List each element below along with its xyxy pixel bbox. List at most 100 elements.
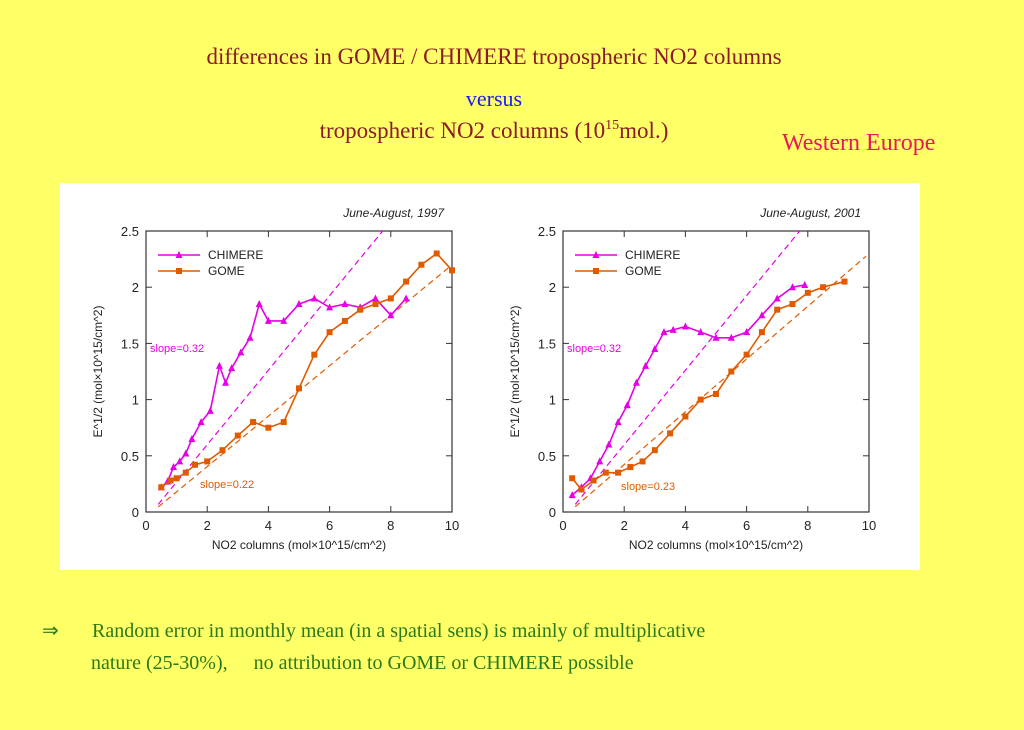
series-line-chimere — [571, 284, 805, 496]
title-line3-exponent: 15 — [605, 118, 620, 133]
data-point-chimere — [605, 440, 613, 448]
data-point-gome — [403, 278, 410, 285]
chart-title: June-August, 1997 — [342, 206, 445, 220]
title-line3-suffix: mol.) — [619, 118, 669, 143]
data-point-gome — [387, 295, 394, 302]
legend-label-chimere: CHIMERE — [208, 248, 263, 262]
note-line1-row: ⇒ Random error in monthly mean (in a spat… — [42, 615, 705, 647]
data-point-gome — [590, 477, 597, 484]
data-point-chimere — [727, 333, 735, 341]
x-axis-label: NO2 columns (mol×10^15/cm^2) — [212, 538, 386, 552]
data-point-chimere — [176, 457, 184, 465]
data-point-gome — [841, 278, 848, 285]
data-point-gome — [372, 301, 379, 308]
data-point-chimere — [697, 328, 705, 336]
title-line3-prefix: tropospheric NO2 columns (10 — [319, 118, 606, 143]
chart-2 — [562, 230, 870, 513]
data-point-chimere — [170, 463, 178, 471]
data-point-gome — [697, 396, 704, 403]
x-tick-label: 10 — [862, 518, 876, 533]
data-point-gome — [667, 430, 674, 437]
data-point-chimere — [568, 491, 576, 499]
data-point-chimere — [801, 280, 809, 288]
y-axis-label: E^1/2 (mol×10^15/cm^2) — [91, 306, 105, 438]
data-point-chimere — [387, 311, 395, 319]
data-point-chimere — [372, 294, 379, 302]
data-point-gome — [713, 390, 719, 397]
plot-frame — [562, 230, 870, 513]
data-point-chimere — [773, 294, 781, 302]
fit-line-chimere — [157, 230, 384, 505]
data-point-chimere — [623, 401, 631, 409]
plot-frame — [145, 230, 453, 513]
data-point-gome — [158, 484, 165, 491]
series-line-chimere — [160, 297, 407, 488]
slide-title-line3: tropospheric NO2 columns (1015mol.) — [0, 118, 1006, 144]
y-tick-label: 2 — [549, 280, 556, 295]
slide-title-line1: differences in GOME / CHIMERE tropospher… — [206, 44, 782, 69]
data-point-chimere — [206, 406, 214, 414]
data-point-chimere — [614, 418, 622, 426]
data-point-gome — [682, 413, 689, 420]
data-point-gome — [602, 469, 609, 476]
data-point-chimere — [280, 316, 288, 324]
data-point-gome — [219, 447, 226, 454]
conclusion-note: ⇒ Random error in monthly mean (in a spat… — [42, 615, 705, 679]
y-tick-label: 1.5 — [121, 336, 139, 351]
y-tick-label: 1 — [132, 393, 139, 408]
region-label: Western Europe — [782, 130, 936, 156]
data-point-chimere — [246, 333, 254, 341]
data-point-gome — [265, 424, 272, 431]
fit-line-gome — [574, 255, 867, 508]
legend-label-gome: GOME — [208, 264, 245, 278]
x-tick-label: 2 — [204, 518, 211, 533]
data-point-gome — [639, 458, 646, 465]
data-point-gome — [615, 469, 622, 476]
fit-line-gome — [157, 266, 450, 508]
data-point-chimere — [632, 378, 640, 386]
y-tick-label: 1 — [549, 393, 556, 408]
data-point-gome — [743, 351, 750, 358]
data-point-chimere — [789, 283, 796, 291]
legend-label-chimere: CHIMERE — [625, 248, 680, 262]
y-axis-label: E^1/2 (mol×10^15/cm^2) — [508, 306, 522, 438]
data-point-chimere — [651, 345, 659, 353]
data-point-chimere — [310, 294, 318, 302]
data-point-chimere — [642, 361, 650, 369]
data-point-chimere — [237, 348, 245, 356]
data-point-gome — [627, 464, 634, 471]
data-point-chimere — [222, 378, 230, 386]
data-point-chimere — [295, 300, 303, 308]
data-point-chimere — [681, 322, 689, 330]
series-line-gome — [160, 252, 453, 488]
y-tick-label: 0.5 — [538, 449, 556, 464]
data-point-gome — [804, 289, 811, 296]
x-tick-label: 2 — [621, 518, 628, 533]
note-line2b: no attribution to GOME or CHIMERE possib… — [253, 652, 634, 674]
data-point-gome — [167, 477, 174, 484]
data-point-gome — [774, 306, 781, 313]
legend-marker-gome — [593, 268, 599, 274]
x-tick-label: 8 — [804, 518, 811, 533]
data-point-gome — [449, 267, 455, 274]
series-line-gome — [571, 280, 845, 491]
data-point-gome — [234, 432, 241, 439]
data-point-chimere — [341, 300, 349, 308]
note-line1: Random error in monthly mean (in a spati… — [92, 620, 706, 642]
y-tick-label: 2 — [132, 280, 139, 295]
data-point-gome — [182, 469, 189, 476]
data-point-gome — [758, 329, 765, 336]
data-point-gome — [296, 385, 302, 392]
x-tick-label: 8 — [387, 518, 394, 533]
y-tick-label: 0 — [132, 505, 139, 520]
data-point-gome — [311, 351, 318, 358]
x-tick-label: 6 — [326, 518, 333, 533]
implies-arrow-icon: ⇒ — [42, 620, 59, 642]
data-point-chimere — [215, 361, 223, 369]
legend-marker-chimere — [592, 251, 600, 258]
data-point-chimere — [188, 434, 196, 442]
x-tick-label: 0 — [559, 518, 566, 533]
y-tick-label: 1.5 — [538, 336, 556, 351]
data-point-chimere — [402, 294, 410, 302]
x-tick-label: 0 — [142, 518, 149, 533]
